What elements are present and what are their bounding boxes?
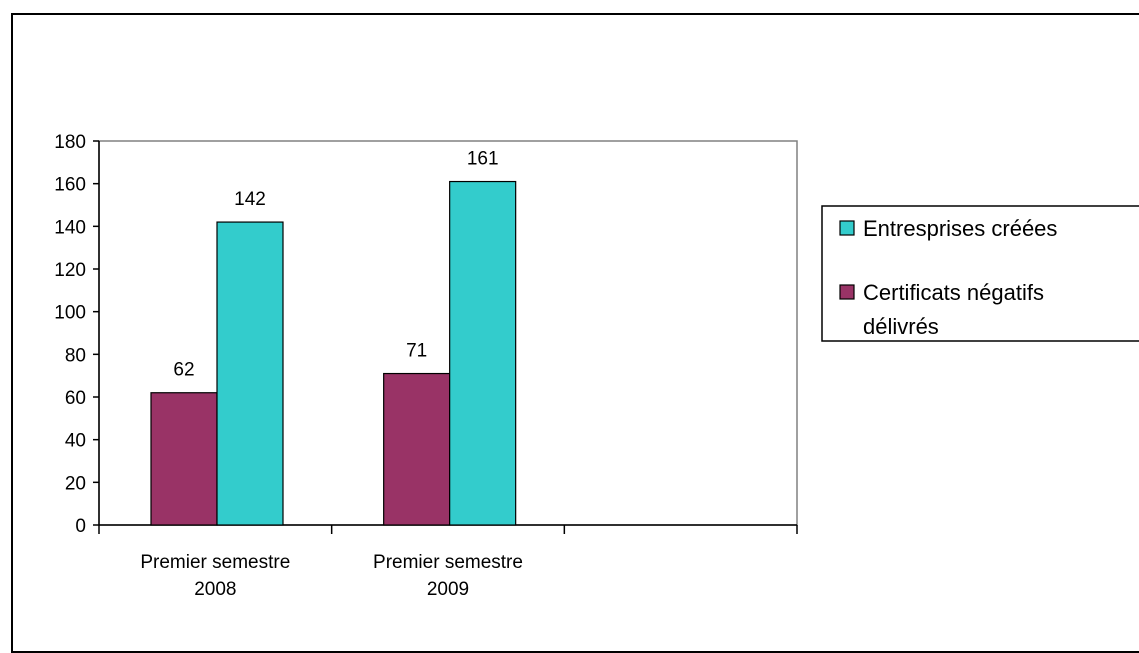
data-label: 62 bbox=[173, 360, 194, 381]
x-tick-label: Premier semestre bbox=[140, 552, 290, 573]
bar bbox=[150, 392, 218, 526]
y-tick-label: 60 bbox=[65, 388, 86, 409]
legend-label: Entresprises créées bbox=[863, 216, 1057, 241]
y-tick-label: 120 bbox=[54, 260, 86, 281]
x-tick-label: Premier semestre bbox=[373, 552, 523, 573]
bar bbox=[449, 180, 517, 526]
y-tick-label: 180 bbox=[54, 132, 86, 153]
y-tick-label: 160 bbox=[54, 175, 86, 196]
bar bbox=[216, 221, 284, 526]
y-tick-label: 80 bbox=[65, 345, 86, 366]
legend-box bbox=[821, 205, 1139, 342]
x-tick-label: 2008 bbox=[194, 579, 236, 600]
data-label: 71 bbox=[406, 341, 427, 362]
y-tick-label: 0 bbox=[75, 516, 86, 537]
bar bbox=[383, 372, 451, 526]
x-axis-ticks: Premier semestre 2008 Premier semestre 2009 bbox=[98, 525, 798, 600]
legend-swatch bbox=[839, 220, 855, 236]
legend-label: Certificats négatifs bbox=[863, 280, 1044, 305]
bar-chart: 0 20 40 60 80 100 120 140 160 180 Premier semestr… bbox=[54, 132, 1139, 600]
legend-swatch bbox=[839, 284, 855, 300]
legend: Entresprises créées Certificats négatifs d… bbox=[821, 205, 1139, 342]
data-label: 161 bbox=[467, 149, 499, 170]
y-tick-label: 40 bbox=[65, 431, 86, 452]
y-axis-ticks: 0 20 40 60 80 100 120 140 160 180 bbox=[54, 132, 99, 537]
y-tick-label: 140 bbox=[54, 217, 86, 238]
bars-group: 62 71 142 161 bbox=[150, 149, 517, 526]
x-tick-label: 2009 bbox=[427, 579, 469, 600]
y-tick-label: 100 bbox=[54, 303, 86, 324]
legend-label: délivrés bbox=[863, 314, 939, 339]
y-tick-label: 20 bbox=[65, 473, 86, 494]
data-label: 142 bbox=[234, 189, 266, 210]
